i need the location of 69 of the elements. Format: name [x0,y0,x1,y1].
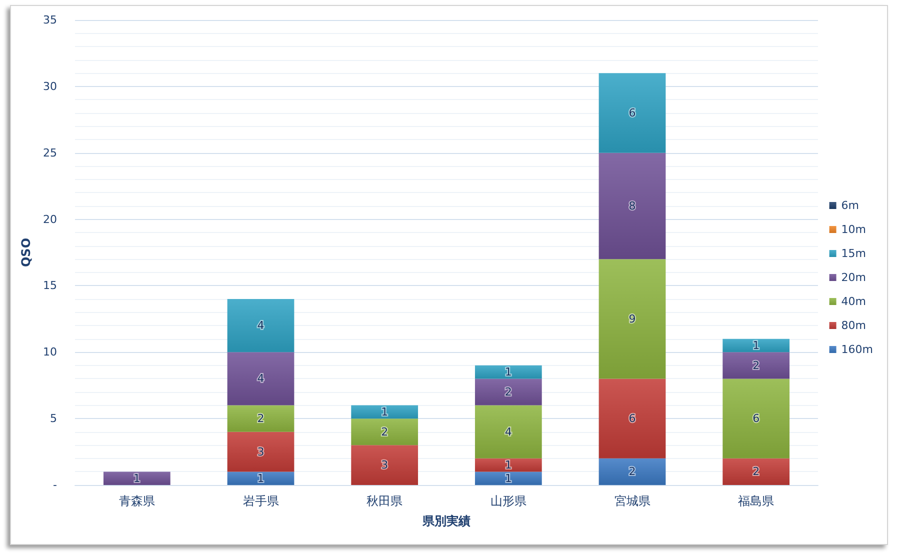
bar [351,445,418,485]
x-tick-label: 福島県 [738,494,774,508]
x-tick-label: 岩手県 [242,494,279,508]
x-tick-label: 山形県 [490,494,526,508]
data-label: 3 [257,445,264,458]
bar [598,259,666,379]
y-tick-label: 10 [43,346,57,359]
data-label: 2 [628,465,636,478]
data-label: 2 [381,425,388,438]
legend-label: 20m [841,271,866,284]
bar [474,472,542,485]
bar [103,472,170,485]
data-label: 2 [504,386,512,398]
data-label: 4 [504,425,512,438]
legend-label: 15m [841,247,866,260]
bar [351,405,418,419]
y-tick-label: 25 [43,146,57,160]
data-label: 1 [257,472,264,485]
data-label: 4 [257,319,264,332]
data-label: 2 [752,358,760,372]
bar [722,378,790,458]
legend-label: 6m [841,199,860,212]
data-label: 1 [504,366,512,379]
bar [227,472,294,485]
bar [474,405,542,458]
bar [227,299,294,352]
legend-label: 160m [841,343,874,356]
bar [474,458,542,472]
bar [227,432,294,472]
bar [722,352,790,379]
data-label: 1 [381,405,388,418]
y-axis-title: QSO [19,238,34,268]
y-tick-label: 5 [50,412,57,426]
bar [227,352,294,406]
bar [722,338,790,352]
data-label: 2 [752,465,760,478]
bar [474,378,542,406]
legend-label: 40m [841,295,866,308]
bar [598,73,666,153]
bar [598,152,666,260]
legend-label: 80m [841,319,866,332]
y-tick-label: 20 [43,212,57,226]
x-tick-label: 宮城県 [614,494,650,508]
bar [598,458,666,485]
data-label: 1 [752,339,760,352]
bar [722,458,790,485]
data-label: 1 [504,472,512,485]
y-tick-label: 15 [43,279,57,292]
data-label: 9 [628,312,636,326]
data-label: 6 [628,106,636,120]
data-label: 1 [133,472,140,485]
bar [474,365,542,379]
data-label: 8 [628,200,636,212]
data-label: 6 [628,412,636,426]
bar [351,418,418,446]
legend-label: 10m [841,223,866,236]
x-axis-title: 県別実績 [422,514,470,528]
data-label: 1 [504,458,512,472]
y-tick-label: 35 [43,14,57,26]
bar [227,405,294,432]
y-tick-label: 30 [43,80,57,93]
data-label: 4 [257,372,264,386]
y-tick-label: - [53,478,58,492]
data-label: 6 [752,412,760,426]
bar [598,378,666,458]
data-label: 3 [381,458,388,472]
x-tick-label: 青森県 [118,494,155,508]
data-label: 2 [257,412,264,426]
x-tick-label: 秋田県 [366,494,403,508]
